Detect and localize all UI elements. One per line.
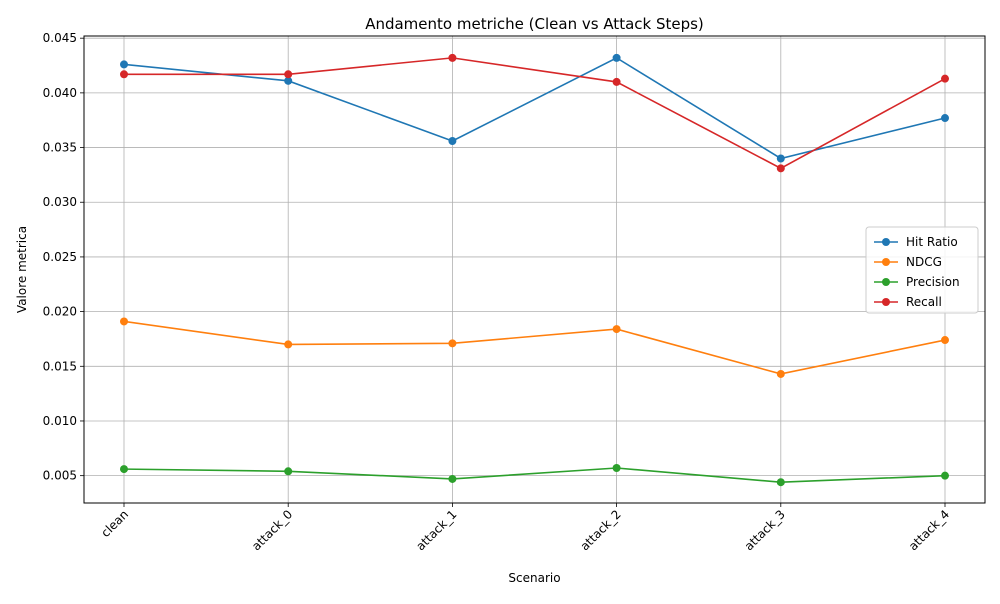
legend-marker-recall <box>882 298 890 306</box>
series-ndcg <box>120 317 949 378</box>
data-point-ndcg <box>284 340 293 349</box>
data-point-hit-ratio <box>612 53 621 62</box>
x-axis-label: Scenario <box>508 571 560 585</box>
series-hit-ratio <box>120 53 949 163</box>
y-tick-label: 0.030 <box>43 195 77 209</box>
data-point-hit-ratio <box>448 136 457 145</box>
data-point-recall <box>120 70 128 79</box>
data-point-ndcg <box>776 369 785 378</box>
data-point-recall <box>284 70 293 79</box>
x-tick-label: attack_0 <box>249 507 295 553</box>
legend-marker-precision <box>882 278 890 286</box>
data-point-recall <box>776 164 785 173</box>
x-tick-label: attack_3 <box>742 507 788 553</box>
data-point-recall <box>941 74 949 83</box>
data-point-precision <box>284 467 293 476</box>
series-line-recall <box>124 57 946 170</box>
grid-lines <box>84 36 985 503</box>
series-line-precision <box>123 467 946 484</box>
y-tick-label: 0.025 <box>43 250 77 264</box>
legend-label-precision: Precision <box>906 275 960 289</box>
series-line-hit-ratio <box>123 56 946 160</box>
series-line-ndcg <box>123 320 946 375</box>
data-point-hit-ratio <box>120 60 128 69</box>
y-tick-label: 0.035 <box>43 141 77 155</box>
y-axis-label: Valore metrica <box>15 226 29 313</box>
x-tick-label: attack_1 <box>413 507 459 553</box>
legend-marker-ndcg <box>882 258 890 266</box>
data-point-recall <box>612 77 621 86</box>
data-point-precision <box>941 471 949 480</box>
x-tick-label: attack_2 <box>578 507 624 553</box>
legend-label-hit-ratio: Hit Ratio <box>906 235 958 249</box>
legend-box <box>865 226 979 314</box>
legend-marker-hit-ratio <box>882 238 890 246</box>
series-precision <box>120 464 949 487</box>
data-point-precision <box>448 474 457 483</box>
legend-label-recall: Recall <box>906 295 942 309</box>
data-point-ndcg <box>941 336 949 345</box>
y-tick-label: 0.005 <box>43 469 77 483</box>
y-tick-label: 0.015 <box>43 359 77 373</box>
legend-label-ndcg: NDCG <box>906 255 942 269</box>
data-point-recall <box>448 53 457 62</box>
data-point-precision <box>120 465 128 474</box>
data-point-ndcg <box>612 325 621 334</box>
data-point-hit-ratio <box>776 154 785 163</box>
axis-ticks: clean attack_0 attack_1 attack_2 attack_3 att… <box>43 31 952 553</box>
x-tick-label: attack_4 <box>906 507 952 553</box>
data-point-precision <box>776 478 785 487</box>
data-point-ndcg <box>120 317 128 326</box>
plot-frame <box>83 35 986 504</box>
y-tick-label: 0.010 <box>43 414 77 428</box>
series-lines <box>120 53 949 487</box>
data-point-precision <box>612 464 621 473</box>
data-point-ndcg <box>448 339 457 348</box>
y-tick-label: 0.045 <box>43 31 77 45</box>
series-recall <box>120 53 949 173</box>
y-tick-label: 0.040 <box>43 86 77 100</box>
chart-title: Andamento metriche (Clean vs Attack Step… <box>365 15 704 33</box>
legend: Hit Ratio NDCG Precision Recall <box>865 226 979 314</box>
x-tick-label: clean <box>98 507 131 540</box>
y-tick-label: 0.020 <box>43 305 77 319</box>
data-point-hit-ratio <box>941 114 949 123</box>
data-point-hit-ratio <box>284 76 293 85</box>
